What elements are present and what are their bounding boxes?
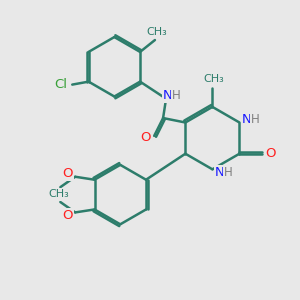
Text: CH₃: CH₃ [49,190,69,200]
Text: O: O [141,131,151,144]
Text: O: O [62,167,73,180]
Text: O: O [265,147,275,160]
Text: CH₃: CH₃ [49,189,69,199]
Text: H: H [224,166,232,179]
Text: CH₃: CH₃ [146,27,167,37]
Text: N: N [242,113,252,126]
Text: H: H [250,113,259,126]
Text: CH₃: CH₃ [203,74,224,84]
Text: Cl: Cl [55,78,68,91]
Text: N: N [215,166,225,179]
Text: O: O [62,209,73,222]
Text: H: H [172,89,180,102]
Text: N: N [163,89,172,102]
